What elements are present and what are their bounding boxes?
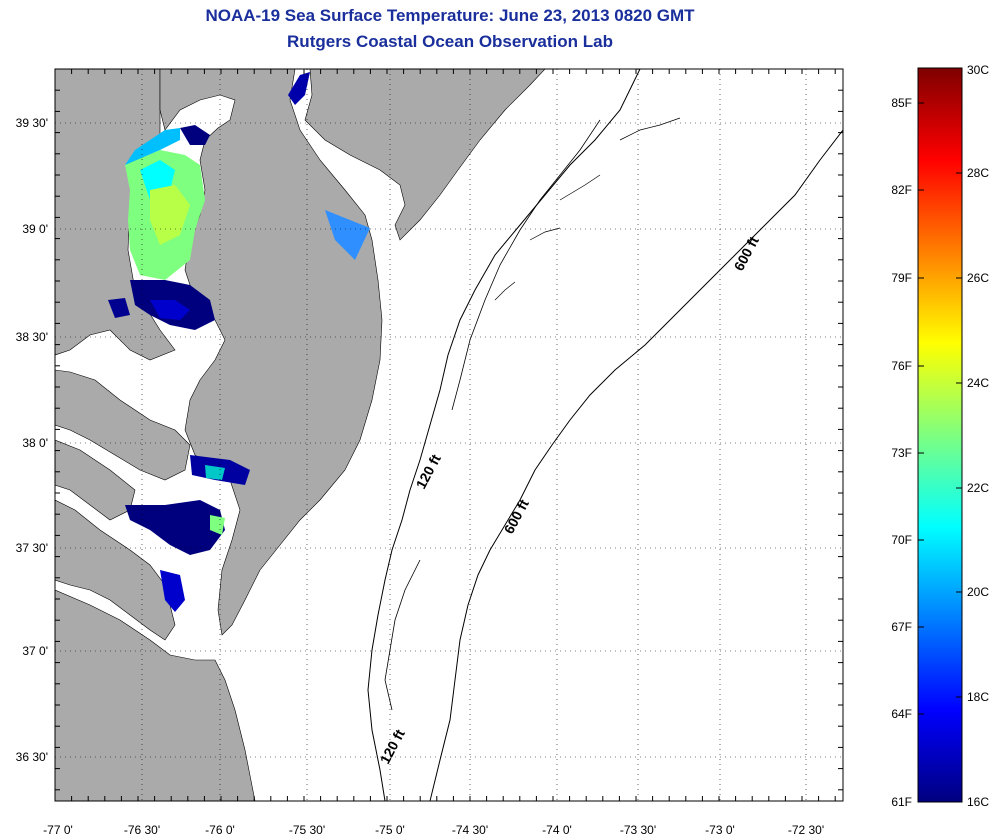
colorbar-f-label: 76F: [891, 359, 912, 373]
sst-mid-bay-cyan: [205, 465, 225, 480]
sst-upper-bay: [108, 125, 215, 330]
lon-label: -73 0': [705, 823, 735, 837]
colorbar-c-label: 28C: [967, 166, 989, 180]
colorbar-f-label: 85F: [891, 96, 912, 110]
contour-120ft: [367, 69, 641, 801]
colorbar-gradient: [917, 67, 963, 803]
colorbar-f-label: 64F: [891, 707, 912, 721]
lon-label: -74 0': [542, 823, 572, 837]
colorbar-f-label: 79F: [891, 271, 912, 285]
frame-ticks: [54, 68, 843, 801]
land-middle-peninsula: [55, 439, 136, 521]
lat-label: 38 0': [22, 436, 48, 450]
map-subtitle: Rutgers Coastal Ocean Observation Lab: [287, 32, 613, 51]
lat-label: 37 30': [16, 541, 48, 555]
lon-label: -74 30': [452, 823, 488, 837]
lat-label: 37 0': [22, 644, 48, 658]
lat-label: 39 0': [22, 222, 48, 236]
sst-james-river: [160, 570, 185, 612]
lon-label: -73 30': [620, 823, 656, 837]
colorbar-c-label: 26C: [967, 271, 989, 285]
colorbar-f-label: 67F: [891, 620, 912, 634]
colorbar-c-label: 30C: [967, 63, 989, 77]
colorbar-f-label: 70F: [891, 533, 912, 547]
colorbar-c-label: 24C: [967, 376, 989, 390]
lon-axis: -77 0' -76 30' -76 0' -75 30' -75 0' -74…: [43, 823, 824, 837]
lat-label: 36 30': [16, 750, 48, 764]
land-virginia-peninsula: [55, 499, 176, 641]
contour-120ft-c: [384, 559, 421, 711]
colorbar-f-ticks: [918, 67, 962, 715]
colorbar-c-label: 22C: [967, 481, 989, 495]
contour-shelf-fragments: [494, 117, 681, 301]
colorbar-c-label: 18C: [967, 690, 989, 704]
colorbar-c-label: 16C: [967, 795, 989, 809]
land-new-jersey: [304, 69, 546, 241]
map-frame: [54, 68, 844, 802]
map-area: [55, 69, 843, 801]
colorbar-f-label: 82F: [891, 183, 912, 197]
contour-120ft-b: [451, 119, 601, 411]
lat-label: 38 30': [16, 330, 48, 344]
colorbar-c-label: 20C: [967, 585, 989, 599]
map-title: NOAA-19 Sea Surface Temperature: June 23…: [205, 6, 695, 25]
colorbar-f-label: 73F: [891, 446, 912, 460]
contour-600ft: [429, 129, 843, 801]
lon-label: -76 0': [205, 823, 235, 837]
sst-delaware-river: [288, 72, 310, 105]
lon-label: -77 0': [43, 823, 73, 837]
lat-label: 39 30': [16, 116, 48, 130]
land-southeast-virginia: [55, 589, 256, 801]
lon-label: -75 30': [289, 823, 325, 837]
land-delmarva: [159, 69, 383, 636]
colorbar-f-label: 61F: [891, 795, 912, 809]
lon-label: -72 30': [788, 823, 824, 837]
sst-delaware-bay: [325, 210, 370, 260]
lon-label: -75 0': [375, 823, 405, 837]
sst-lower-bay-green: [210, 515, 225, 535]
sst-lower-bay: [125, 500, 225, 555]
land-northern-neck: [55, 369, 191, 481]
colorbar: 85F 82F 79F 76F 73F 70F 67F 64F 61F 30C …: [891, 63, 989, 809]
lon-label: -76 30': [124, 823, 160, 837]
graticule: [55, 69, 843, 801]
lat-axis: 39 30' 39 0' 38 30' 38 0' 37 30' 37 0' 3…: [16, 116, 48, 764]
